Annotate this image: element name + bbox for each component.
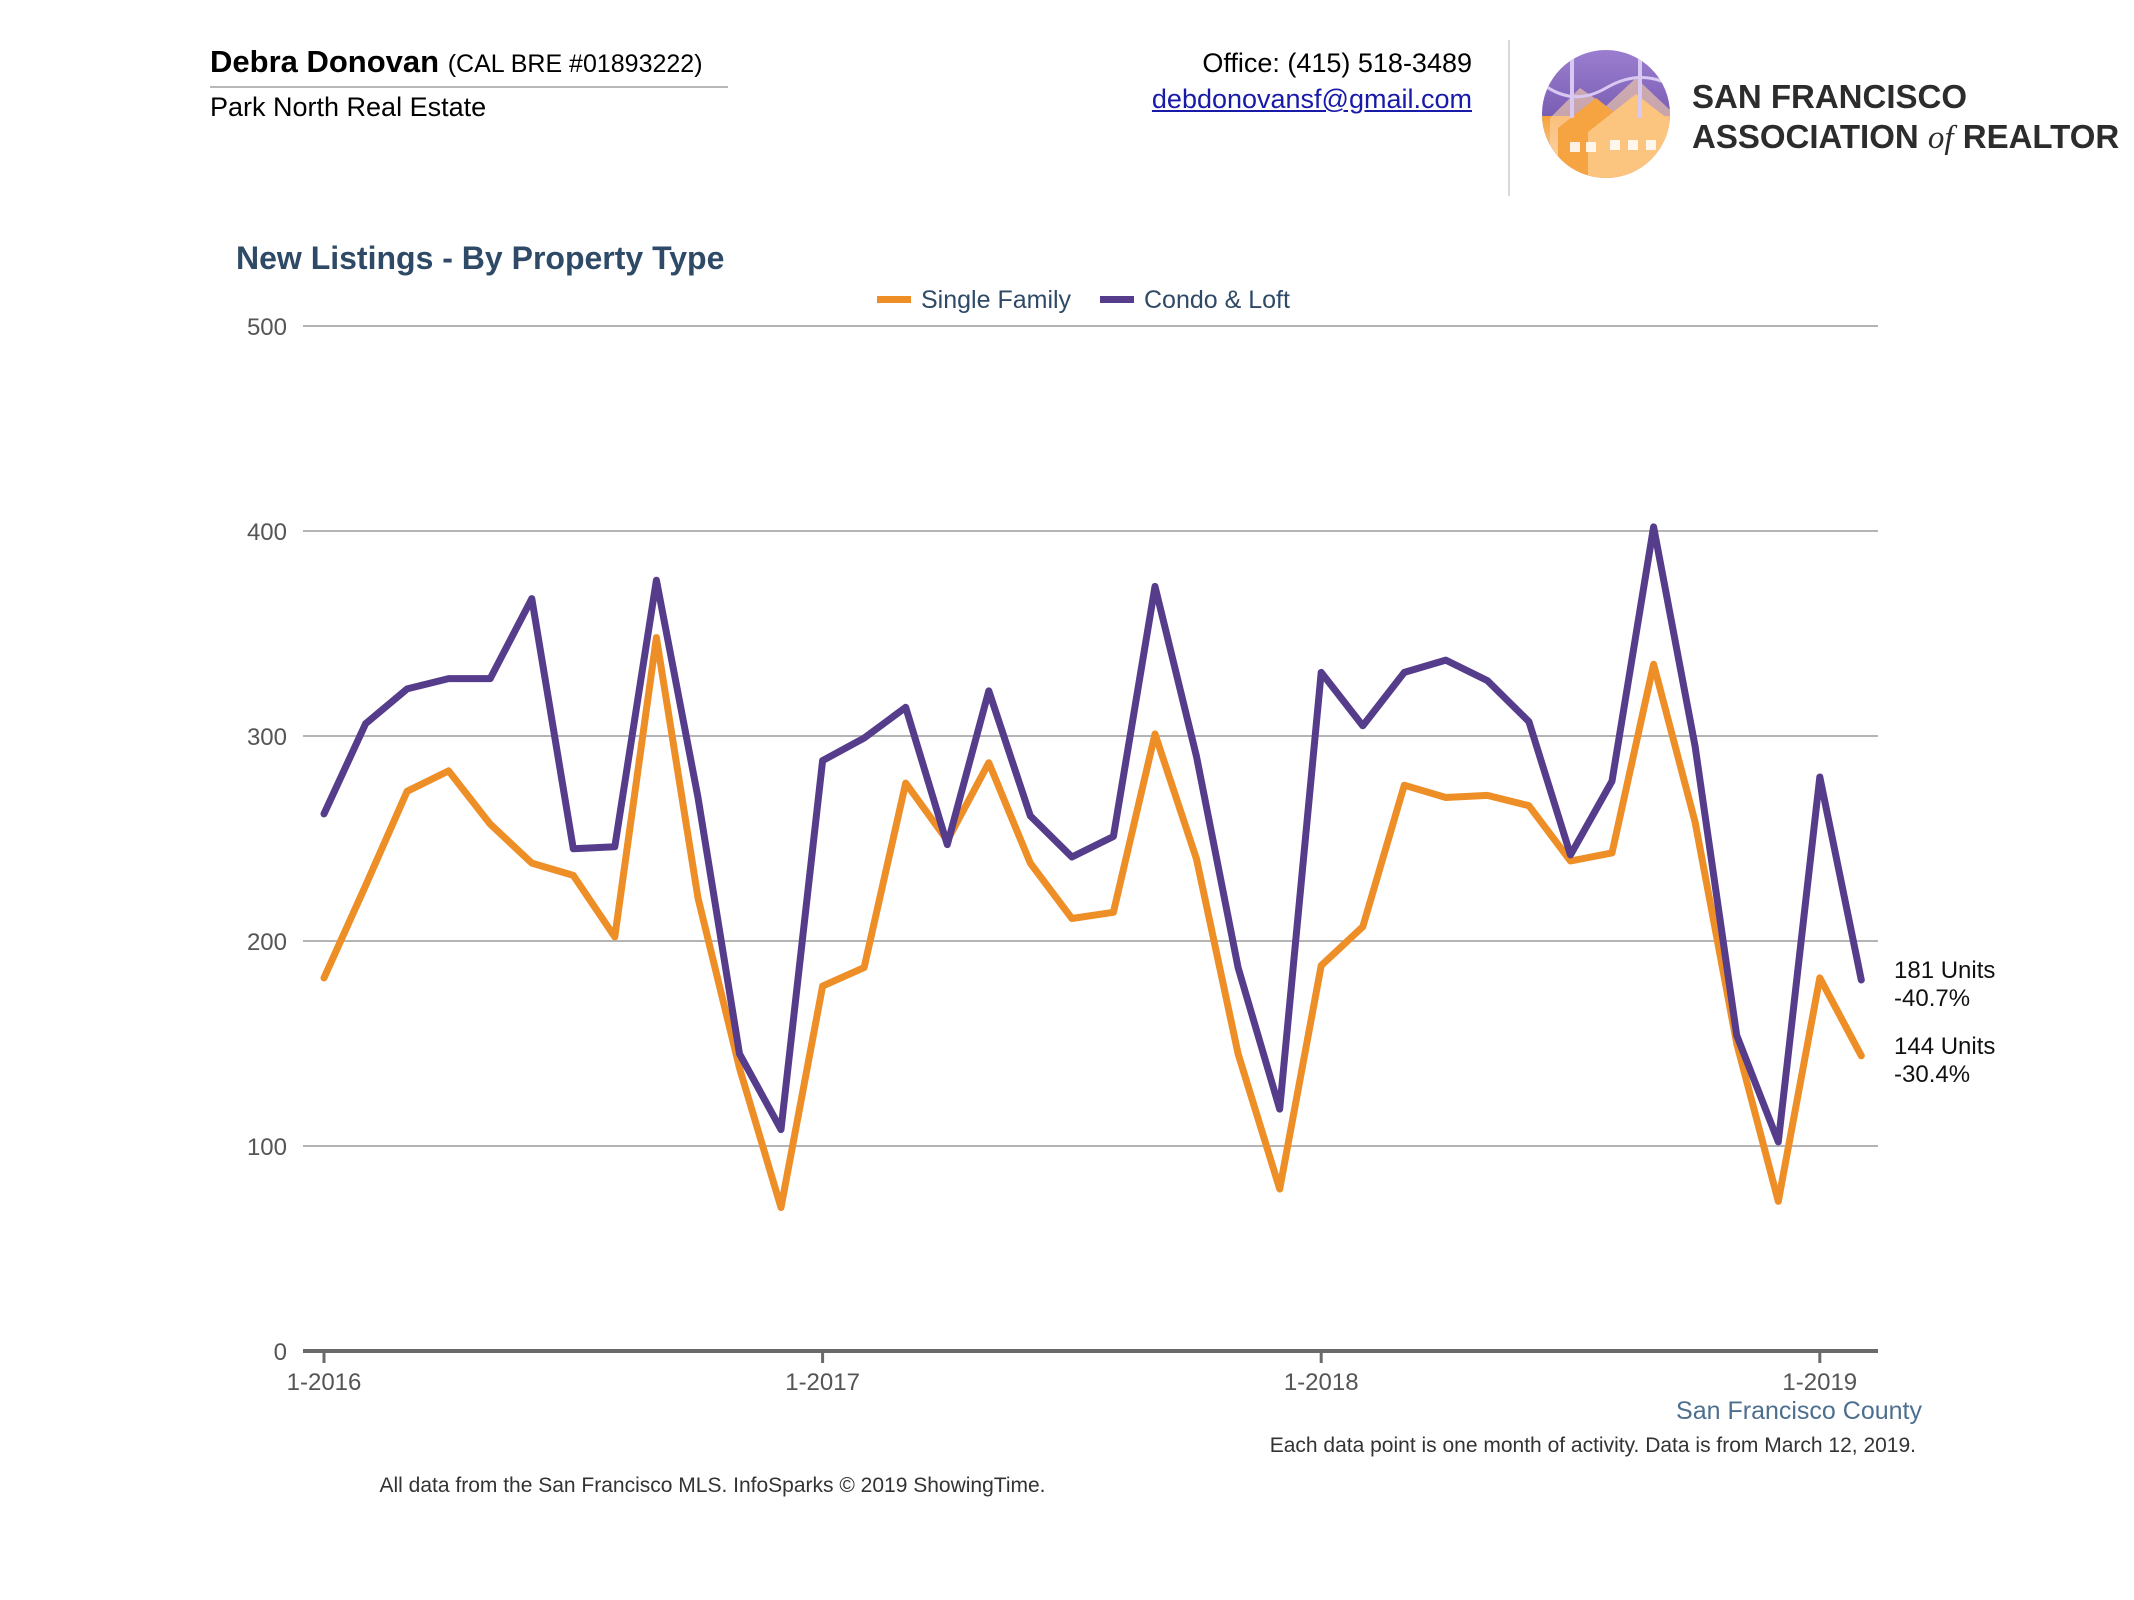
- series-lines: [320, 523, 1865, 1211]
- agent-name: Debra Donovan (CAL BRE #01893222): [210, 44, 703, 80]
- agent-name-underline: [210, 86, 728, 88]
- agent-license: (CAL BRE #01893222): [447, 50, 703, 78]
- chart-subtitle: San Francisco County: [1676, 1397, 1922, 1425]
- grid-lines: [303, 325, 1878, 1147]
- office-phone: Office: (415) 518-3489: [1202, 48, 1472, 78]
- end-label-single-family-0: 144 Units: [1894, 1033, 1995, 1060]
- x-tick-label-1: 1-2017: [785, 1369, 860, 1396]
- golden-gate-bridge-house-icon: [1542, 50, 1670, 178]
- y-tick-label-100: 100: [247, 1134, 287, 1161]
- x-axis: 1-2016 1-2017 1-2018 1-2019: [287, 1349, 1878, 1396]
- logo-line2: ASSOCIATION of REALTORS®: [1692, 118, 2120, 156]
- chart-title: New Listings - By Property Type: [236, 240, 725, 276]
- data-note: Each data point is one month of activity…: [1269, 1434, 1916, 1457]
- x-tick-label-3: 1-2019: [1782, 1369, 1857, 1396]
- logo-line1: SAN FRANCISCO: [1692, 78, 1967, 115]
- data-source: All data from the San Francisco MLS. Inf…: [379, 1474, 1046, 1497]
- y-tick-label-300: 300: [247, 724, 287, 751]
- header-divider: [1508, 40, 1510, 196]
- end-labels: 144 Units-30.4% 181 Units-40.7%: [1894, 957, 1995, 1088]
- end-label-single-family-1: -30.4%: [1894, 1061, 1970, 1088]
- agent-name-text: Debra Donovan: [210, 44, 440, 79]
- legend-label-condo-loft: Condo & Loft: [1144, 286, 1290, 314]
- legend-swatch-condo-loft: [1100, 296, 1134, 303]
- agent-company: Park North Real Estate: [210, 92, 487, 122]
- legend-swatch-single-family: [877, 296, 911, 303]
- end-label-condo-loft-0: 181 Units: [1894, 957, 1995, 984]
- y-tick-label-0: 0: [274, 1339, 287, 1366]
- series-line-condo-loft: [320, 523, 1865, 1146]
- legend-label-single-family: Single Family: [921, 286, 1072, 314]
- sfar-logo: SAN FRANCISCO ASSOCIATION of REALTORS®: [1542, 50, 2120, 178]
- x-tick-label-0: 1-2016: [287, 1369, 362, 1396]
- end-label-condo-loft-1: -40.7%: [1894, 985, 1970, 1012]
- x-tick-label-2: 1-2018: [1284, 1369, 1359, 1396]
- y-tick-labels: 0 100 200 300 400 500: [247, 314, 287, 1366]
- y-tick-label-400: 400: [247, 519, 287, 546]
- email-link[interactable]: debdonovansf@gmail.com: [1151, 84, 1472, 114]
- y-tick-label-500: 500: [247, 314, 287, 341]
- legend: Single Family Condo & Loft: [877, 286, 1290, 314]
- y-tick-label-200: 200: [247, 929, 287, 956]
- series-line-single-family: [320, 634, 1865, 1211]
